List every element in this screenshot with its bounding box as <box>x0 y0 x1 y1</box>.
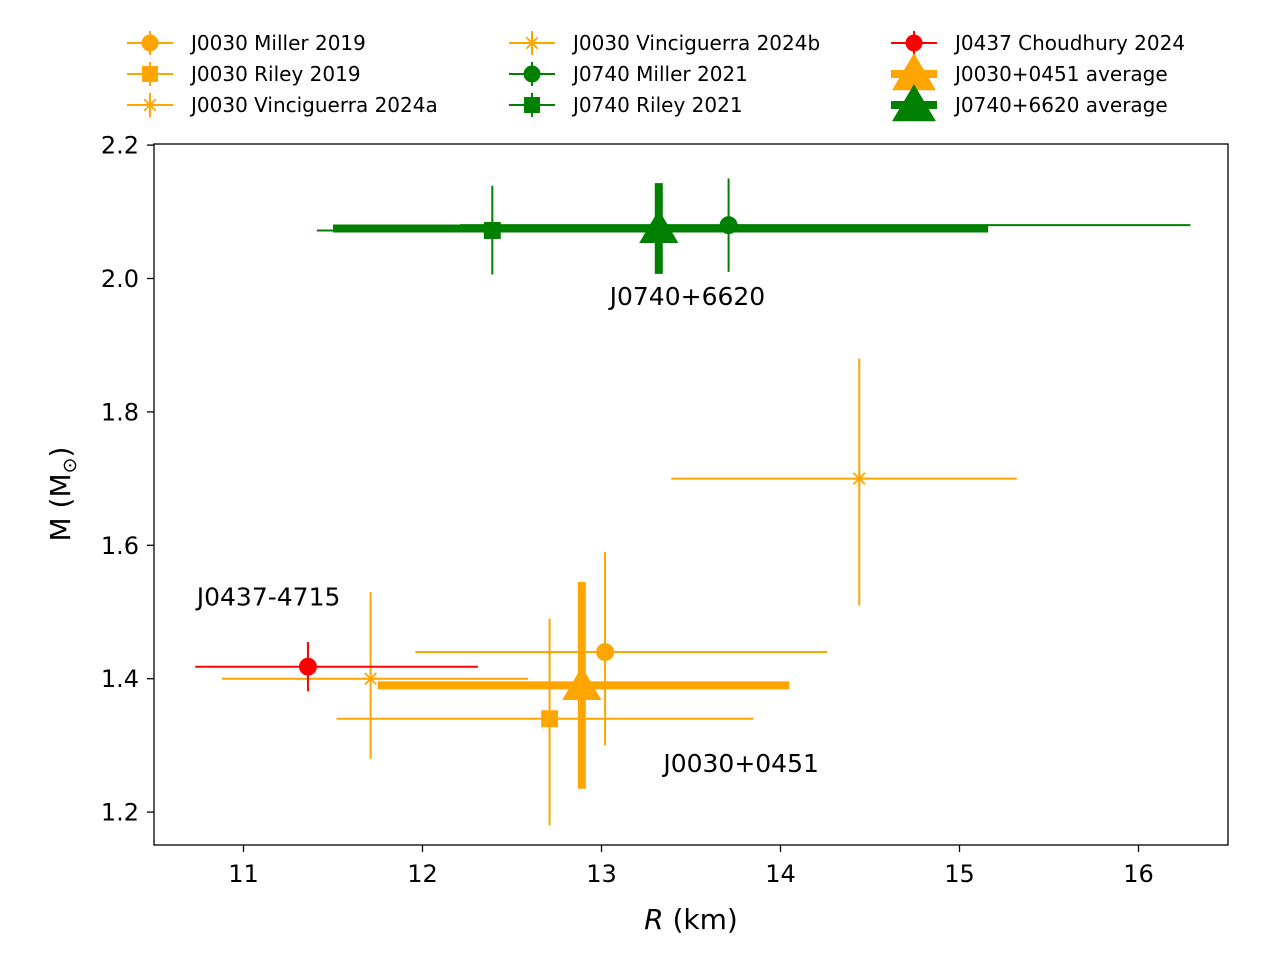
data-point <box>596 643 615 662</box>
legend-label: J0740 Miller 2021 <box>571 62 748 86</box>
legend-label: J0740+6620 average <box>953 93 1168 117</box>
x-tick-label: 15 <box>944 860 975 888</box>
legend-marker <box>905 34 923 52</box>
legend-entry: J0030+0451 average <box>891 53 1168 91</box>
y-axis: 1.2 1.4 1.6 1.8 2.0 2.2 <box>101 132 154 827</box>
legend-label: J0740 Riley 2021 <box>571 93 743 117</box>
series-j0030-miller-2019 <box>415 551 828 746</box>
series-j0030-vinciguerra-2024b <box>671 358 1017 606</box>
legend-entry: J0030 Riley 2019 <box>127 62 361 86</box>
x-tick-label: 14 <box>765 860 796 888</box>
x-tick-label: 16 <box>1123 860 1154 888</box>
legend-marker <box>524 97 540 113</box>
data-point <box>541 710 559 728</box>
x-axis-title: R (km) <box>644 903 738 936</box>
y-tick-label: 1.4 <box>101 665 139 693</box>
y-axis-title: M (M⊙) <box>44 447 81 542</box>
legend-entry: J0740+6620 average <box>891 84 1168 122</box>
data-point <box>298 657 317 676</box>
x-axis: 11 12 13 14 15 16 <box>228 845 1154 888</box>
plot-area: J0740+6620 J0437-4715 J0030+0451 <box>153 143 1229 846</box>
legend-marker <box>523 65 541 83</box>
legend-label: J0030+0451 average <box>953 62 1168 86</box>
plot-frame <box>153 143 1229 846</box>
legend-marker <box>142 97 158 113</box>
legend-label: J0437 Choudhury 2024 <box>953 31 1185 55</box>
legend-marker <box>892 53 936 91</box>
legend-entry: J0740 Miller 2021 <box>509 62 748 86</box>
annotation-label: J0437-4715 <box>195 582 341 611</box>
y-axis-label-main: M (M <box>44 473 77 541</box>
legend-entry: J0030 Vinciguerra 2024a <box>127 93 438 117</box>
y-tick-label: 2.2 <box>101 132 139 160</box>
legend-label: J0030 Miller 2019 <box>189 31 366 55</box>
series-j0437-choudhury-2024 <box>195 642 478 692</box>
legend-label: J0030 Vinciguerra 2024b <box>571 31 820 55</box>
y-tick-label: 1.2 <box>101 799 139 827</box>
legend-marker <box>892 84 936 122</box>
x-tick-label: 13 <box>586 860 617 888</box>
legend: J0030 Miller 2019 J0030 Riley 2019 J0030 V… <box>127 31 1185 122</box>
data-point <box>851 470 868 487</box>
y-axis-label-subscript: ⊙ <box>59 457 81 473</box>
legend-entry: J0030 Miller 2019 <box>127 31 366 55</box>
x-axis-variable: R <box>644 903 663 936</box>
series-j0030-vinciguerra-2024a <box>222 591 529 759</box>
series-layer <box>195 178 1191 826</box>
y-tick-label: 2.0 <box>101 265 139 293</box>
legend-entry: J0030 Vinciguerra 2024b <box>509 31 820 55</box>
legend-entry: J0740 Riley 2021 <box>509 93 743 117</box>
y-tick-label: 1.8 <box>101 398 139 426</box>
x-axis-unit: (km) <box>664 903 738 936</box>
x-tick-label: 11 <box>228 860 259 888</box>
legend-label: J0030 Riley 2019 <box>189 62 361 86</box>
annotation-label: J0030+0451 <box>661 749 819 778</box>
annotation-layer: J0740+6620 J0437-4715 J0030+0451 <box>195 282 819 778</box>
legend-entry: J0437 Choudhury 2024 <box>891 31 1185 55</box>
legend-label: J0030 Vinciguerra 2024a <box>189 93 438 117</box>
series-j0030-riley-2019 <box>336 618 754 826</box>
y-axis-label-close: ) <box>44 447 77 458</box>
legend-marker <box>142 66 158 82</box>
x-tick-label: 12 <box>407 860 438 888</box>
annotation-label: J0740+6620 <box>608 282 766 311</box>
data-point <box>639 209 679 244</box>
legend-marker <box>524 35 540 51</box>
data-point <box>562 666 602 700</box>
y-tick-label: 1.6 <box>101 532 139 560</box>
data-point <box>362 670 379 687</box>
legend-marker <box>141 34 159 52</box>
series-j0740-6620-average <box>333 183 989 274</box>
series-j0030-0451-average <box>377 581 790 789</box>
